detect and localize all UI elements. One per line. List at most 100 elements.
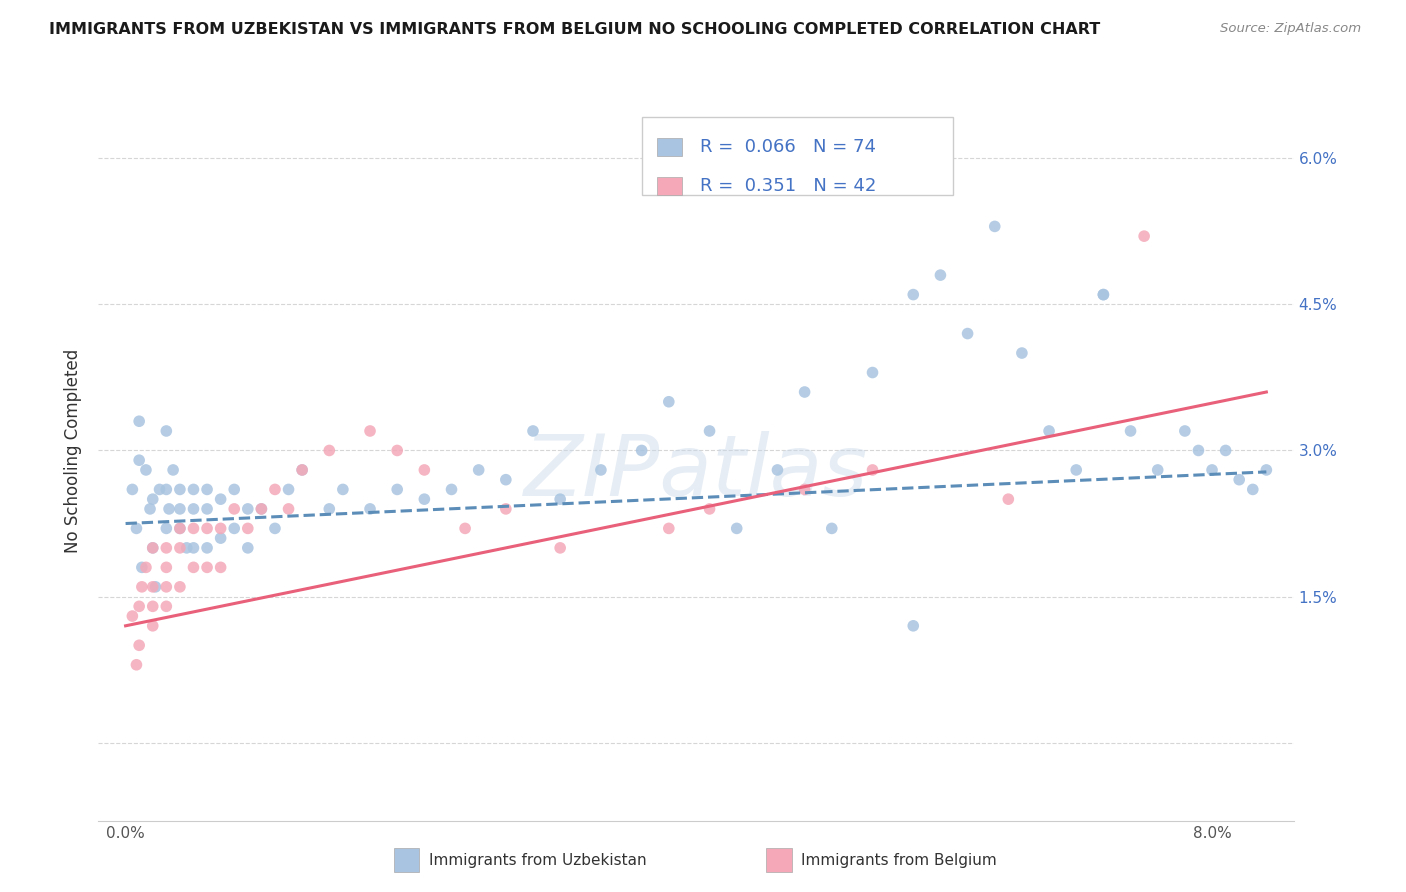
- Point: [236, 521, 259, 535]
- Point: [1201, 463, 1223, 477]
- Point: [183, 560, 205, 574]
- Point: [195, 560, 218, 574]
- Point: [495, 502, 517, 516]
- Point: [157, 502, 180, 516]
- Point: [131, 580, 153, 594]
- Point: [903, 619, 925, 633]
- Point: [121, 609, 143, 624]
- Point: [699, 502, 721, 516]
- Text: IMMIGRANTS FROM UZBEKISTAN VS IMMIGRANTS FROM BELGIUM NO SCHOOLING COMPLETED COR: IMMIGRANTS FROM UZBEKISTAN VS IMMIGRANTS…: [49, 22, 1101, 37]
- Point: [169, 541, 191, 555]
- Point: [725, 521, 748, 535]
- Point: [862, 463, 884, 477]
- Point: [1011, 346, 1033, 360]
- Text: Immigrants from Uzbekistan: Immigrants from Uzbekistan: [429, 853, 647, 868]
- Point: [183, 502, 205, 516]
- Point: [359, 502, 381, 516]
- Point: [155, 521, 177, 535]
- Point: [250, 502, 273, 516]
- Text: ZIPatlas: ZIPatlas: [524, 431, 868, 514]
- Point: [135, 560, 157, 574]
- Text: Source: ZipAtlas.com: Source: ZipAtlas.com: [1220, 22, 1361, 36]
- Text: R =  0.351   N = 42: R = 0.351 N = 42: [700, 177, 876, 194]
- Point: [155, 580, 177, 594]
- Point: [142, 580, 165, 594]
- Point: [1064, 463, 1087, 477]
- Point: [236, 502, 259, 516]
- Point: [1256, 463, 1278, 477]
- Point: [630, 443, 652, 458]
- Point: [522, 424, 544, 438]
- Point: [169, 521, 191, 535]
- Point: [128, 453, 150, 467]
- Point: [589, 463, 612, 477]
- Point: [176, 541, 198, 555]
- Point: [209, 492, 232, 507]
- Point: [183, 521, 205, 535]
- Point: [699, 424, 721, 438]
- Point: [128, 638, 150, 652]
- Point: [766, 463, 789, 477]
- Y-axis label: No Schooling Completed: No Schooling Completed: [63, 349, 82, 552]
- Point: [548, 541, 571, 555]
- Text: Immigrants from Belgium: Immigrants from Belgium: [801, 853, 997, 868]
- Point: [821, 521, 844, 535]
- FancyBboxPatch shape: [657, 138, 682, 156]
- Point: [169, 483, 191, 497]
- Point: [224, 502, 246, 516]
- Point: [145, 580, 167, 594]
- Point: [291, 463, 314, 477]
- Point: [121, 483, 143, 497]
- Point: [264, 483, 287, 497]
- Point: [467, 463, 489, 477]
- Point: [224, 521, 246, 535]
- Point: [793, 483, 815, 497]
- Point: [148, 483, 170, 497]
- Point: [155, 424, 177, 438]
- Point: [1133, 229, 1156, 244]
- Point: [1092, 287, 1115, 301]
- Point: [413, 463, 436, 477]
- Point: [135, 463, 157, 477]
- Point: [1146, 463, 1168, 477]
- Point: [195, 521, 218, 535]
- Point: [155, 541, 177, 555]
- Point: [318, 443, 340, 458]
- Point: [155, 599, 177, 614]
- Point: [548, 492, 571, 507]
- Point: [332, 483, 354, 497]
- Point: [387, 443, 409, 458]
- Point: [1038, 424, 1060, 438]
- Point: [997, 492, 1019, 507]
- Point: [142, 619, 165, 633]
- Point: [1174, 424, 1197, 438]
- Point: [209, 521, 232, 535]
- Point: [495, 473, 517, 487]
- Point: [277, 502, 299, 516]
- Point: [195, 502, 218, 516]
- Point: [387, 483, 409, 497]
- Point: [128, 414, 150, 428]
- Point: [125, 657, 148, 672]
- Point: [209, 531, 232, 545]
- Point: [903, 287, 925, 301]
- Point: [1215, 443, 1237, 458]
- Point: [131, 560, 153, 574]
- Point: [142, 492, 165, 507]
- Point: [984, 219, 1007, 234]
- Point: [1092, 287, 1115, 301]
- Point: [929, 268, 952, 282]
- Point: [956, 326, 979, 341]
- Point: [162, 463, 184, 477]
- Point: [169, 502, 191, 516]
- Point: [125, 521, 148, 535]
- Point: [236, 541, 259, 555]
- Point: [195, 541, 218, 555]
- Point: [1119, 424, 1142, 438]
- Point: [128, 599, 150, 614]
- Point: [413, 492, 436, 507]
- Point: [793, 384, 815, 399]
- Point: [224, 483, 246, 497]
- Point: [264, 521, 287, 535]
- Point: [142, 599, 165, 614]
